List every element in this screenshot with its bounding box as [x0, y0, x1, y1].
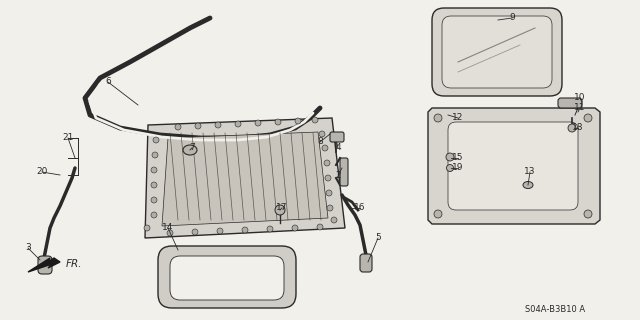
PathPatch shape: [442, 16, 552, 88]
Text: 11: 11: [574, 103, 586, 113]
Circle shape: [319, 131, 325, 137]
Circle shape: [151, 197, 157, 203]
Text: 13: 13: [524, 167, 536, 177]
Circle shape: [446, 153, 454, 161]
Circle shape: [327, 205, 333, 211]
Circle shape: [447, 164, 454, 172]
Circle shape: [326, 190, 332, 196]
PathPatch shape: [38, 256, 52, 274]
Text: 8: 8: [317, 138, 323, 147]
PathPatch shape: [330, 132, 344, 142]
Circle shape: [144, 225, 150, 231]
Circle shape: [317, 224, 323, 230]
Text: 2: 2: [335, 171, 341, 180]
Text: 4: 4: [335, 143, 341, 153]
Circle shape: [295, 118, 301, 124]
Circle shape: [568, 124, 576, 132]
Circle shape: [434, 210, 442, 218]
Text: 10: 10: [574, 93, 586, 102]
Circle shape: [152, 152, 158, 158]
Circle shape: [292, 225, 298, 231]
Circle shape: [151, 167, 157, 173]
Polygon shape: [428, 108, 600, 224]
Circle shape: [153, 137, 159, 143]
Circle shape: [434, 114, 442, 122]
Circle shape: [267, 226, 273, 232]
Circle shape: [192, 229, 198, 235]
Text: 20: 20: [36, 167, 48, 177]
Circle shape: [275, 205, 285, 215]
Circle shape: [195, 123, 201, 129]
Circle shape: [217, 228, 223, 234]
Circle shape: [255, 120, 261, 126]
Text: 12: 12: [452, 114, 464, 123]
Text: 16: 16: [355, 204, 365, 212]
Text: FR.: FR.: [66, 259, 83, 269]
Circle shape: [151, 182, 157, 188]
Text: 17: 17: [276, 204, 288, 212]
PathPatch shape: [360, 254, 372, 272]
Circle shape: [151, 212, 157, 218]
Polygon shape: [162, 132, 328, 226]
Text: 6: 6: [105, 77, 111, 86]
Circle shape: [331, 217, 337, 223]
Circle shape: [215, 122, 221, 128]
Circle shape: [584, 210, 592, 218]
Circle shape: [275, 119, 281, 125]
Text: 21: 21: [62, 133, 74, 142]
Polygon shape: [28, 258, 60, 272]
Polygon shape: [145, 118, 345, 238]
Text: 7: 7: [189, 143, 195, 153]
Ellipse shape: [183, 145, 197, 155]
Circle shape: [235, 121, 241, 127]
Text: 3: 3: [25, 244, 31, 252]
Ellipse shape: [523, 181, 533, 188]
Text: 18: 18: [572, 124, 584, 132]
Circle shape: [322, 145, 328, 151]
Text: 19: 19: [452, 164, 464, 172]
PathPatch shape: [170, 256, 284, 300]
Text: 9: 9: [509, 13, 515, 22]
Text: S04A-B3B10 A: S04A-B3B10 A: [525, 306, 585, 315]
Text: 14: 14: [163, 223, 173, 233]
Circle shape: [242, 227, 248, 233]
Circle shape: [324, 160, 330, 166]
Circle shape: [167, 230, 173, 236]
Circle shape: [325, 175, 331, 181]
PathPatch shape: [432, 8, 562, 96]
PathPatch shape: [158, 246, 296, 308]
Circle shape: [584, 114, 592, 122]
Text: 15: 15: [452, 154, 464, 163]
Circle shape: [312, 117, 318, 123]
PathPatch shape: [448, 122, 578, 210]
Text: 5: 5: [375, 234, 381, 243]
PathPatch shape: [558, 98, 582, 108]
Circle shape: [175, 124, 181, 130]
PathPatch shape: [340, 158, 348, 186]
